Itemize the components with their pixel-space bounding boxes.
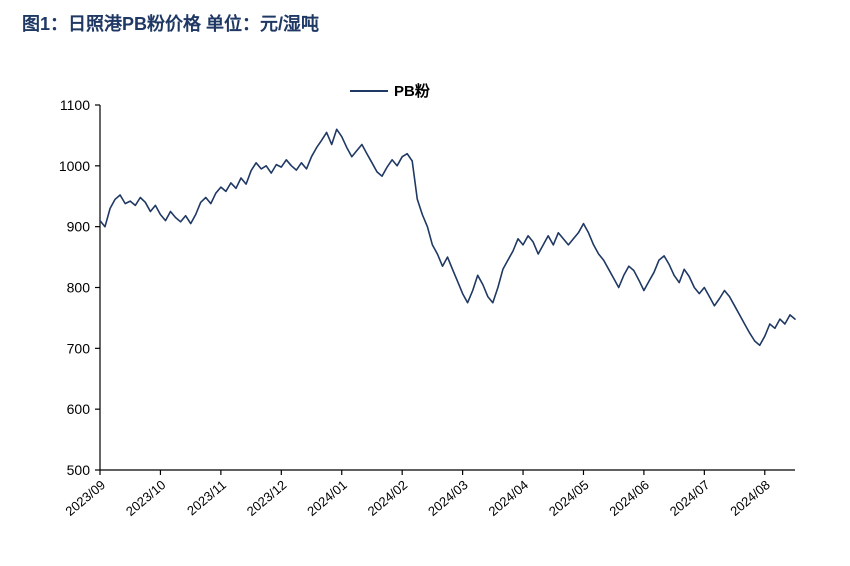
svg-text:2023/11: 2023/11: [184, 477, 229, 518]
svg-text:2024/02: 2024/02: [365, 477, 411, 519]
svg-text:2023/09: 2023/09: [62, 477, 108, 519]
svg-text:2024/04: 2024/04: [485, 477, 531, 519]
svg-text:900: 900: [67, 219, 91, 235]
svg-text:2023/12: 2023/12: [244, 477, 290, 519]
svg-text:2024/08: 2024/08: [727, 477, 773, 519]
svg-text:2023/10: 2023/10: [123, 477, 169, 519]
svg-text:600: 600: [67, 401, 91, 417]
svg-text:2024/03: 2024/03: [425, 477, 471, 519]
svg-text:1100: 1100: [60, 97, 90, 113]
svg-text:500: 500: [67, 462, 91, 478]
svg-text:2024/01: 2024/01: [304, 477, 350, 519]
svg-text:1000: 1000: [59, 158, 90, 174]
svg-text:800: 800: [67, 280, 91, 296]
svg-text:2024/06: 2024/06: [606, 477, 652, 519]
svg-text:700: 700: [67, 340, 91, 356]
line-chart: 500 600 700 800 900 1000 1100 2023/09 2023/10 202…: [0, 0, 850, 566]
svg-text:2024/05: 2024/05: [546, 477, 592, 519]
svg-text:2024/07: 2024/07: [667, 477, 713, 519]
